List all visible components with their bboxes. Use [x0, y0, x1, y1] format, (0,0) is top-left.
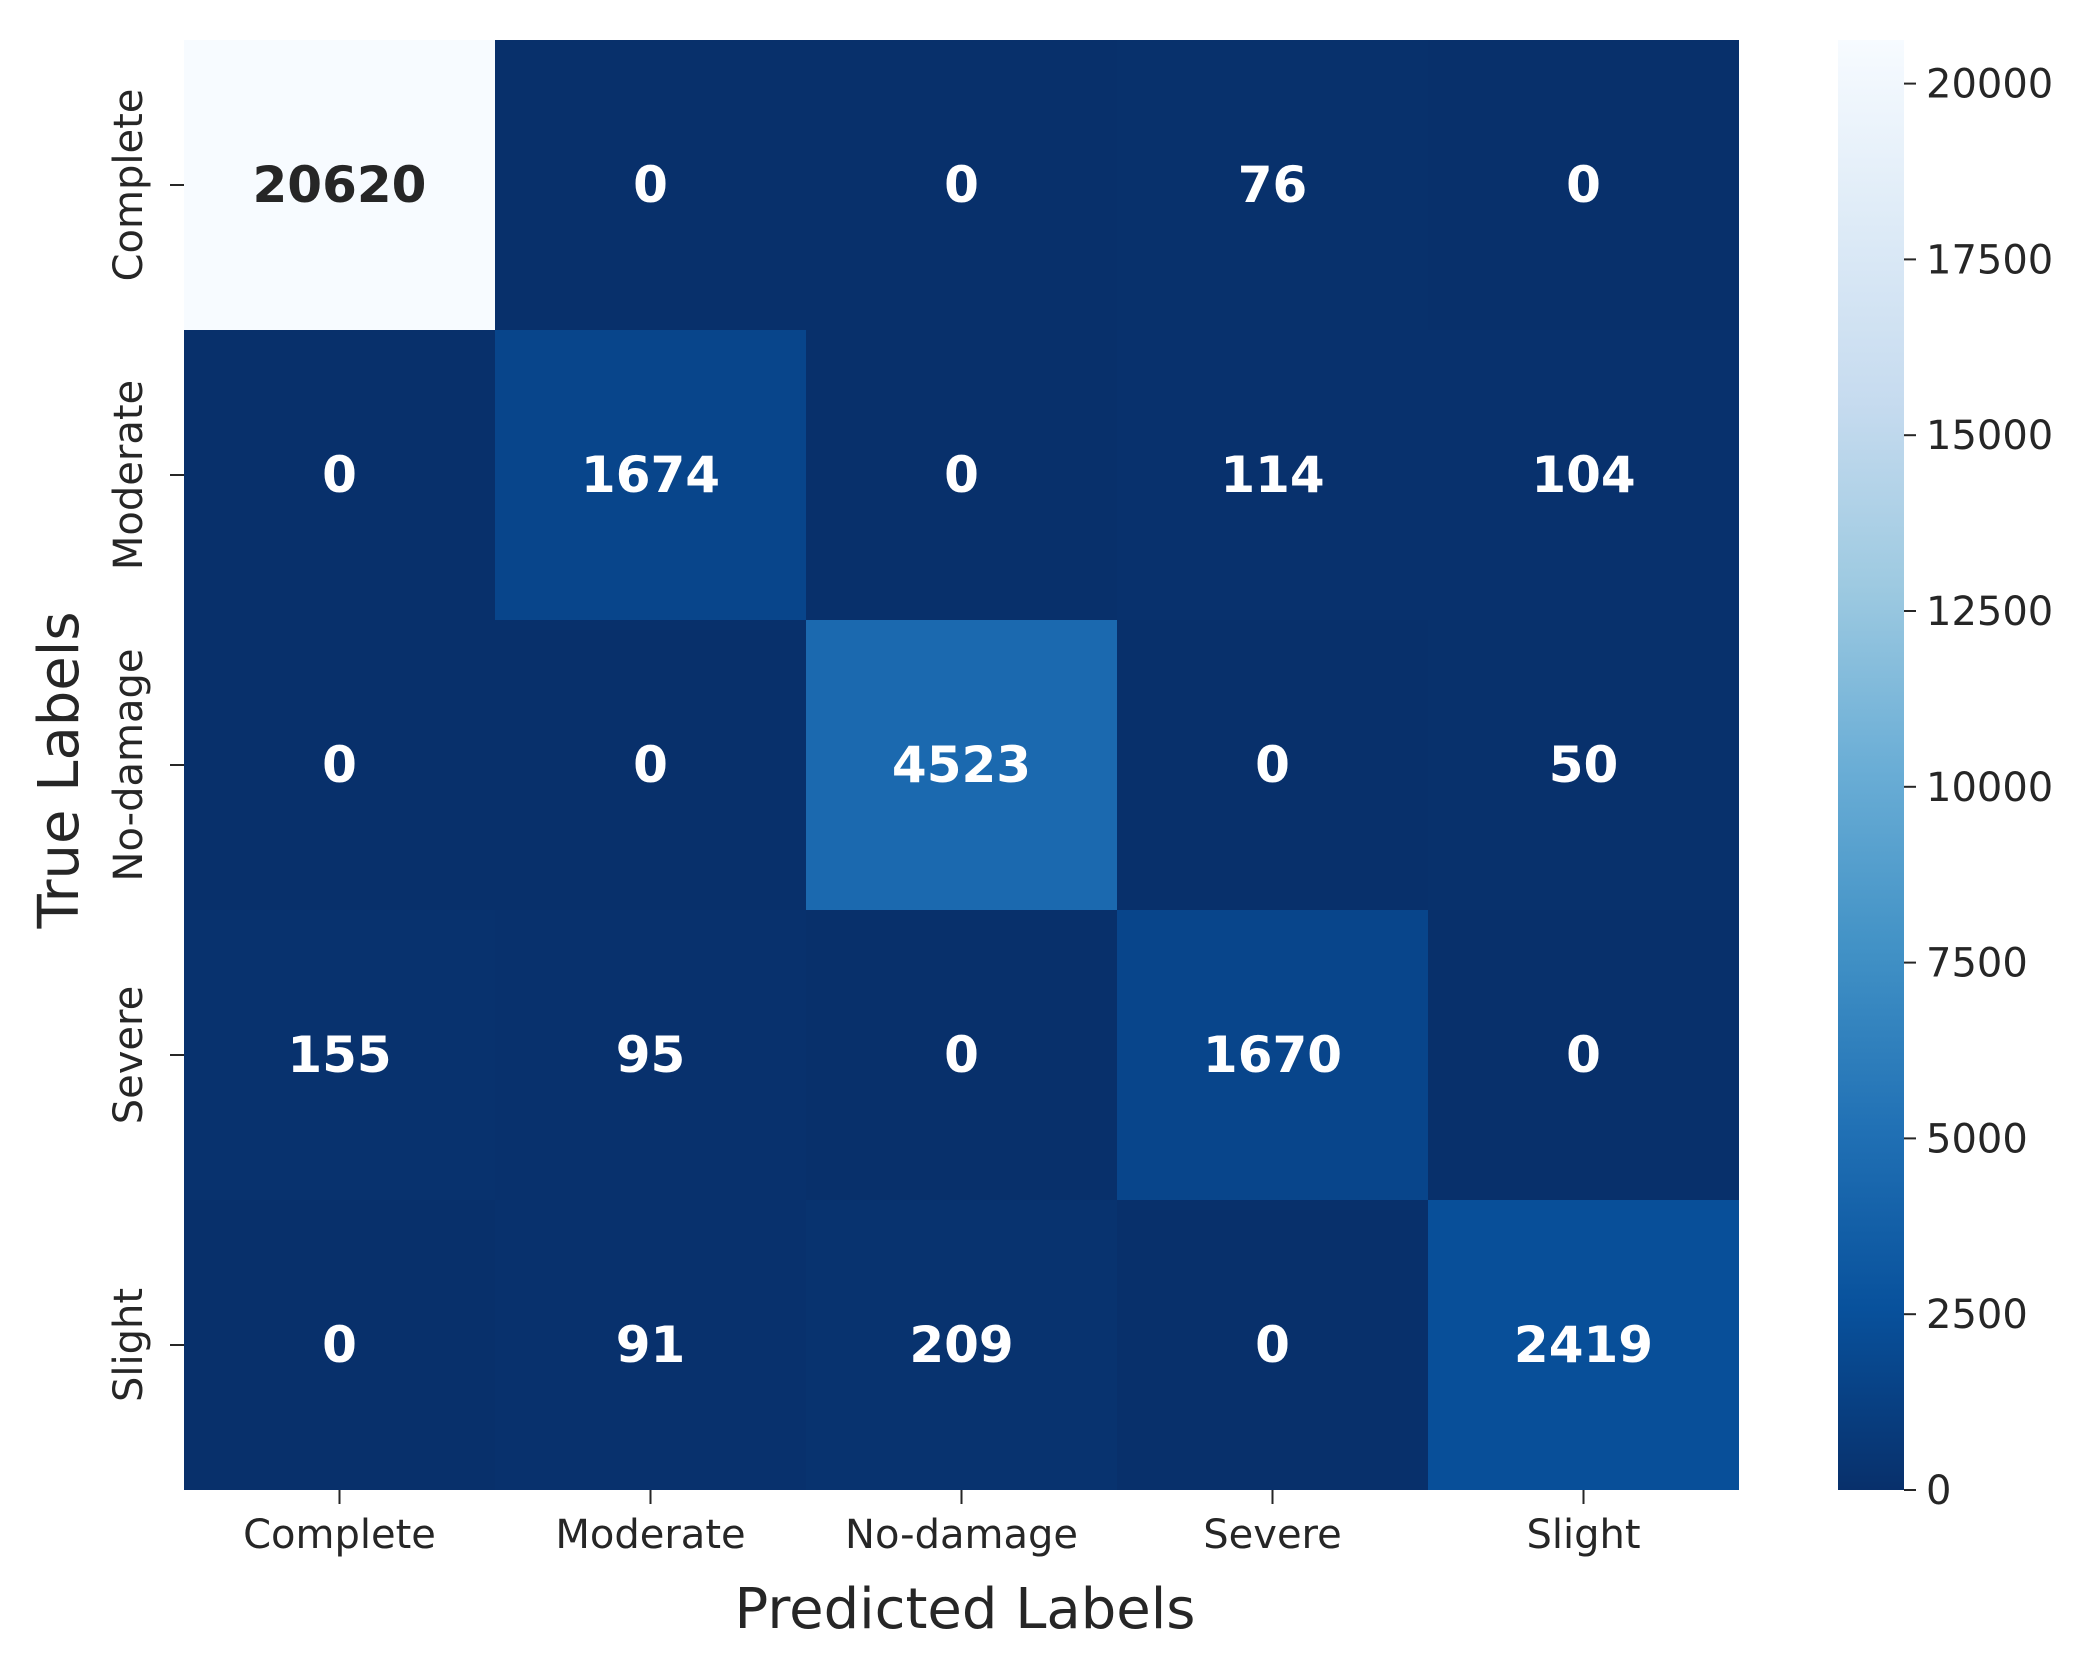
colorbar-gradient [1838, 40, 1904, 1490]
x-tick-label: Severe [1203, 1512, 1341, 1558]
heatmap-cell [806, 40, 1117, 330]
heatmap-cell [1117, 330, 1428, 620]
x-tick-label: Complete [243, 1512, 436, 1558]
colorbar-ticks: 0 2500 5000 7500 10000 12500 15000 17500 20000 [1904, 62, 2053, 1514]
heatmap-cell [806, 330, 1117, 620]
heatmap-cell [1428, 620, 1739, 910]
x-axis-title: Predicted Labels [735, 1577, 1196, 1642]
cell-value-label: 76 [1238, 156, 1308, 214]
cell-value-label: 0 [1255, 736, 1290, 794]
heatmap-cell [495, 330, 806, 620]
cell-value-label: 0 [944, 1026, 979, 1084]
cell-value-label: 0 [633, 736, 668, 794]
cell-value-label: 0 [322, 446, 357, 504]
cell-value-label: 104 [1531, 446, 1635, 504]
y-axis-title: True Labels [27, 612, 92, 930]
colorbar-tick-label: 2500 [1926, 1292, 2028, 1338]
colorbar-tick-label: 5000 [1926, 1116, 2028, 1162]
y-tick-label: Severe [106, 986, 152, 1124]
colorbar-tick-label: 10000 [1926, 765, 2053, 811]
x-tick-label: Moderate [555, 1512, 745, 1558]
heatmap-cell [495, 910, 806, 1200]
heatmap-cell [495, 620, 806, 910]
cell-value-label: 1674 [581, 446, 720, 504]
cell-value-label: 0 [1566, 1026, 1601, 1084]
colorbar-tick-label: 20000 [1926, 62, 2053, 108]
cell-value-label: 0 [322, 736, 357, 794]
x-axis: Complete Moderate No-damage Severe Slight [243, 1490, 1641, 1558]
y-tick-label: Slight [106, 1288, 152, 1402]
heatmap-cell [806, 910, 1117, 1200]
cell-value-label: 1670 [1203, 1026, 1342, 1084]
cell-value-label: 0 [944, 156, 979, 214]
cell-value-label: 95 [616, 1026, 686, 1084]
heatmap-cell [806, 620, 1117, 910]
heatmap-cell [1428, 40, 1739, 330]
heatmap-cell [184, 1200, 495, 1490]
cell-value-label: 50 [1549, 736, 1619, 794]
colorbar-tick-label: 17500 [1926, 237, 2053, 283]
cell-value-label: 0 [322, 1316, 357, 1374]
y-tick-label: No-damage [106, 649, 152, 882]
heatmap-cell [1117, 40, 1428, 330]
cell-value-label: 4523 [892, 736, 1031, 794]
y-axis: Complete Moderate No-damage Severe Slight [106, 89, 184, 1402]
cell-value-label: 0 [1566, 156, 1601, 214]
cell-value-label: 0 [1255, 1316, 1290, 1374]
colorbar-tick-label: 12500 [1926, 589, 2053, 635]
heatmap-cell [184, 40, 495, 330]
heatmap-cell [1117, 1200, 1428, 1490]
cell-value-label: 209 [909, 1316, 1013, 1374]
colorbar-tick-label: 0 [1926, 1468, 1951, 1514]
heatmap-cell [184, 330, 495, 620]
heatmap-cell [1428, 330, 1739, 620]
x-tick-label: No-damage [845, 1512, 1078, 1558]
heatmap-cell [1428, 910, 1739, 1200]
x-tick-label: Slight [1526, 1512, 1640, 1558]
cell-value-label: 91 [616, 1316, 686, 1374]
heatmap-cell [1117, 620, 1428, 910]
cell-value-label: 0 [633, 156, 668, 214]
heatmap-cell [184, 910, 495, 1200]
heatmap-cell [1428, 1200, 1739, 1490]
colorbar-tick-label: 7500 [1926, 941, 2028, 987]
cell-value-label: 20620 [253, 156, 427, 214]
heatmap-cell [495, 40, 806, 330]
heatmap-grid [184, 40, 1739, 1490]
cell-value-label: 0 [944, 446, 979, 504]
heatmap-cell [806, 1200, 1117, 1490]
cell-value-labels: 20620 0 0 76 0 0 1674 0 114 104 0 0 4523 0 50 155 95 0 167… [253, 156, 1654, 1374]
heatmap-cell [184, 620, 495, 910]
heatmap-cell [1117, 910, 1428, 1200]
colorbar: 0 2500 5000 7500 10000 12500 15000 17500 20000 [1838, 40, 2053, 1514]
cell-value-label: 114 [1220, 446, 1324, 504]
cell-value-label: 155 [287, 1026, 391, 1084]
y-tick-label: Moderate [106, 380, 152, 570]
y-tick-label: Complete [106, 89, 152, 282]
colorbar-tick-label: 15000 [1926, 413, 2053, 459]
cell-value-label: 2419 [1514, 1316, 1653, 1374]
heatmap-cell [495, 1200, 806, 1490]
